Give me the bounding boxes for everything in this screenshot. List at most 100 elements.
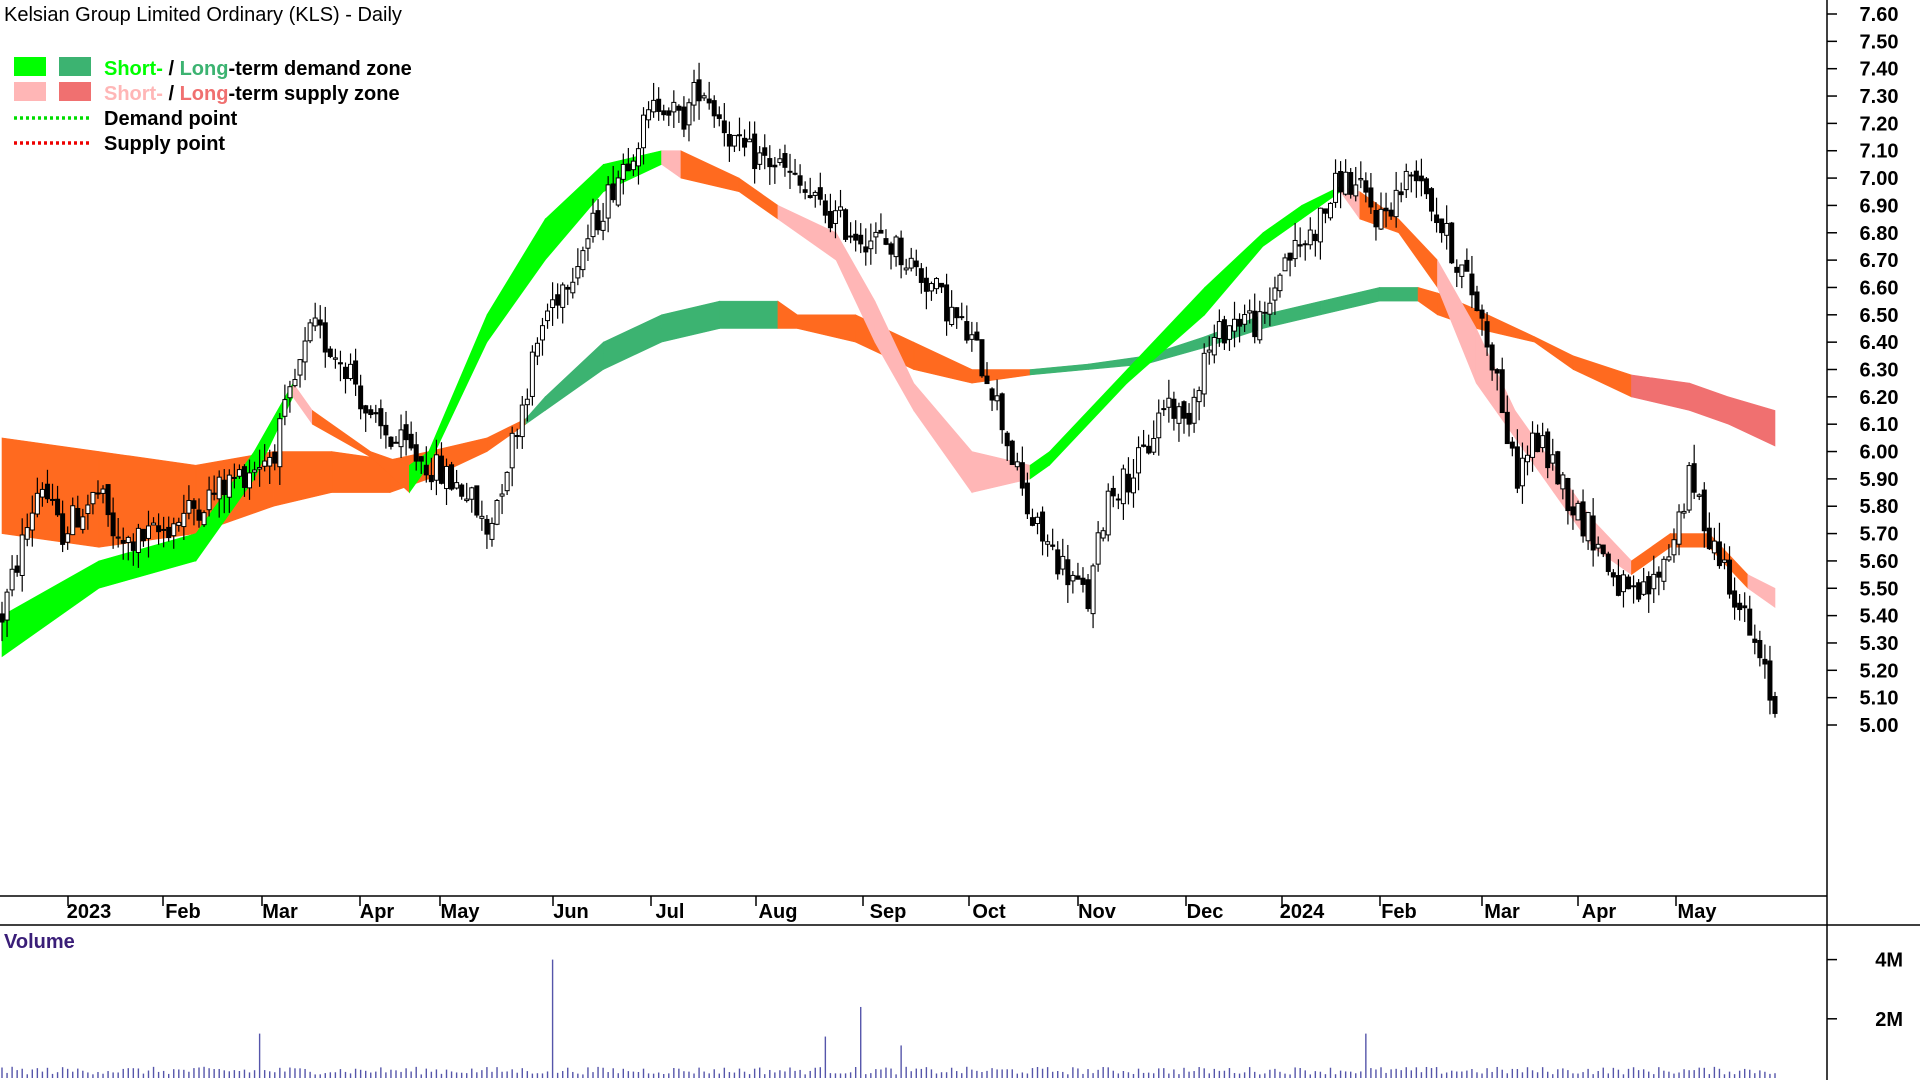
candle-down (1555, 451, 1561, 485)
candle-up (651, 99, 657, 113)
candle-down (979, 339, 985, 377)
candle-up (287, 386, 293, 399)
candle-up (1317, 207, 1323, 243)
candle-down (1706, 527, 1712, 550)
candle-down (1626, 576, 1632, 590)
candle-up (757, 152, 763, 165)
candle-down (1742, 605, 1748, 609)
y-tick-label: 5.80 (1860, 496, 1899, 518)
candle-up (145, 525, 151, 539)
candle-up (9, 568, 15, 591)
candle-down (974, 331, 980, 341)
candle-up (933, 278, 939, 290)
legend-label-part: Short- (104, 58, 163, 80)
candle-down (1747, 608, 1753, 636)
candle-up (1105, 490, 1111, 536)
candle-up (620, 163, 626, 180)
x-tick-label: Aug (759, 901, 798, 923)
y-tick-label: 6.50 (1860, 305, 1899, 327)
candle-down (817, 187, 823, 200)
candle-up (181, 512, 187, 528)
candle-up (464, 498, 470, 502)
candle-up (585, 238, 591, 249)
candle-down (1252, 310, 1258, 338)
candlesticks (0, 62, 1778, 718)
candle-down (999, 393, 1005, 431)
candle-up (257, 467, 263, 470)
candle-up (747, 138, 753, 143)
candle-up (646, 109, 652, 121)
candle-down (1040, 511, 1046, 542)
x-tick-label: Feb (165, 901, 201, 923)
candle-up (70, 505, 76, 536)
candle-down (1479, 309, 1485, 319)
candle-down (211, 492, 217, 495)
candle-up (1333, 172, 1339, 203)
candle-up (731, 134, 737, 147)
candle-down (1398, 191, 1404, 196)
candle-up (1196, 390, 1202, 403)
candle-down (1757, 639, 1763, 659)
x-tick-label: Nov (1078, 901, 1117, 923)
candle-down (762, 147, 768, 156)
legend-label-part: Short- (104, 83, 163, 105)
y-tick-label: 5.60 (1860, 551, 1899, 573)
candle-down (221, 479, 227, 496)
x-tick-label: Mar (1484, 901, 1520, 923)
candle-up (100, 488, 106, 494)
legend-label-part: Long (180, 58, 229, 80)
y-tick-label: 6.40 (1860, 332, 1899, 354)
candle-up (509, 432, 515, 469)
volume-label: Volume (4, 931, 75, 953)
candle-down (1752, 638, 1758, 643)
candle-down (95, 492, 101, 495)
candle-down (140, 528, 146, 542)
y-tick-label: 7.30 (1860, 86, 1899, 108)
candle-up (444, 465, 450, 490)
candle-up (994, 395, 1000, 402)
candle-down (1469, 273, 1475, 296)
candle-up (1211, 336, 1217, 356)
short-term-supply-band (1747, 574, 1776, 608)
candle-down (474, 485, 480, 516)
candle-down (1181, 401, 1187, 419)
candle-up (1651, 573, 1657, 590)
candle-up (519, 404, 525, 438)
candle-up (252, 469, 258, 473)
candle-up (600, 220, 606, 231)
candle-up (206, 489, 212, 511)
candle-down (1388, 209, 1394, 217)
y-tick-label: 6.90 (1860, 195, 1899, 217)
candle-down (1691, 463, 1697, 493)
candle-up (1247, 310, 1253, 314)
candle-up (161, 528, 167, 531)
candle-up (1540, 435, 1546, 449)
candle-down (1368, 187, 1374, 208)
candle-down (1297, 244, 1303, 247)
candle-down (459, 484, 465, 497)
candle-up (34, 492, 40, 515)
candle-down (130, 541, 136, 551)
volume-bars (1, 959, 1776, 1078)
candle-down (383, 424, 389, 436)
candle-down (656, 98, 662, 112)
legend-label: Demand point (104, 108, 238, 130)
candle-down (1762, 658, 1768, 665)
candle-down (666, 110, 672, 116)
candle-down (807, 195, 813, 199)
candle-down (1237, 318, 1243, 327)
candle-up (1216, 321, 1222, 339)
candle-up (479, 515, 485, 519)
candle-up (151, 522, 157, 526)
candle-down (1024, 482, 1030, 515)
candle-up (1232, 318, 1238, 332)
candle-down (843, 209, 849, 240)
y-tick-label: 5.70 (1860, 524, 1899, 546)
candle-up (216, 476, 222, 500)
candle-up (433, 454, 439, 481)
candle-up (529, 351, 535, 397)
x-tick-label: Sep (870, 901, 907, 923)
candle-up (893, 236, 899, 258)
x-tick-label: Oct (972, 901, 1006, 923)
candle-up (454, 482, 460, 489)
